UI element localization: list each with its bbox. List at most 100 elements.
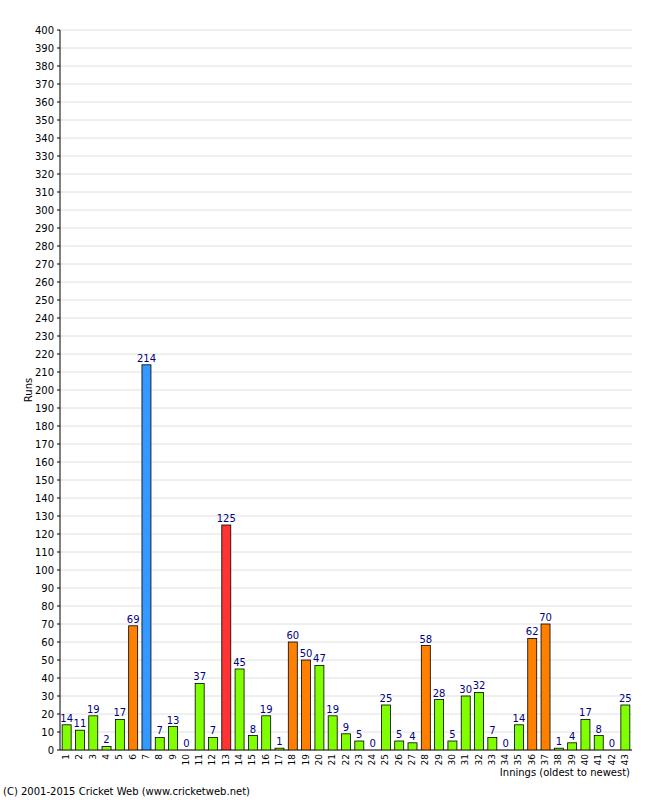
data-label: 7 <box>489 725 495 736</box>
data-label: 4 <box>569 731 575 742</box>
x-tick-label: 41 <box>593 754 603 765</box>
bar <box>408 743 417 750</box>
y-tick-label: 270 <box>35 259 54 270</box>
data-label: 8 <box>250 724 256 735</box>
data-label: 30 <box>459 684 472 695</box>
y-tick-label: 350 <box>35 115 54 126</box>
y-tick-label: 260 <box>35 277 54 288</box>
x-tick-label: 24 <box>367 754 377 766</box>
bar <box>342 734 351 750</box>
data-label: 45 <box>233 657 246 668</box>
data-label: 28 <box>433 688 446 699</box>
x-tick-label: 23 <box>354 754 364 765</box>
x-tick-label: 40 <box>580 754 590 766</box>
y-tick-label: 70 <box>41 619 54 630</box>
y-tick-label: 20 <box>41 709 54 720</box>
data-label: 0 <box>502 738 508 749</box>
y-tick-label: 50 <box>41 655 54 666</box>
y-tick-label: 230 <box>35 331 54 342</box>
bar <box>315 665 324 750</box>
bar <box>169 727 178 750</box>
data-label: 19 <box>326 704 339 715</box>
y-axis <box>60 30 61 750</box>
x-tick-label: 9 <box>168 754 178 760</box>
x-tick-label: 36 <box>527 754 537 766</box>
data-label: 50 <box>300 648 313 659</box>
y-tick-label: 210 <box>35 367 54 378</box>
bar <box>75 730 84 750</box>
y-tick-label: 380 <box>35 61 54 72</box>
data-label: 0 <box>183 738 189 749</box>
data-label: 25 <box>380 693 393 704</box>
x-axis-label: Innings (oldest to newest) <box>500 767 630 778</box>
data-label: 7 <box>210 725 216 736</box>
bar <box>302 660 311 750</box>
x-tick-label: 5 <box>114 754 124 760</box>
bar <box>608 750 617 751</box>
y-tick-label: 30 <box>41 691 54 702</box>
bar <box>528 638 537 750</box>
x-tick-label: 11 <box>194 754 204 765</box>
x-tick-label: 38 <box>553 754 563 766</box>
bar <box>501 750 510 751</box>
bar <box>129 626 138 750</box>
x-tick-label: 32 <box>474 754 484 765</box>
bar <box>435 700 444 750</box>
y-tick-label: 290 <box>35 223 54 234</box>
data-label: 19 <box>260 704 273 715</box>
grid-line <box>60 318 632 319</box>
y-tick-label: 220 <box>35 349 54 360</box>
grid-line <box>60 102 632 103</box>
x-tick-label: 37 <box>540 754 550 765</box>
data-label: 17 <box>579 707 592 718</box>
y-tick-label: 120 <box>35 529 54 540</box>
data-label: 214 <box>137 353 156 364</box>
y-tick-label: 40 <box>41 673 54 684</box>
y-tick-label: 310 <box>35 187 54 198</box>
bar <box>541 624 550 750</box>
bar <box>395 741 404 750</box>
grid-line <box>60 282 632 283</box>
data-label: 1 <box>276 736 282 747</box>
bar <box>288 642 297 750</box>
y-tick-label: 370 <box>35 79 54 90</box>
y-tick-label: 360 <box>35 97 54 108</box>
x-tick-label: 2 <box>74 754 84 760</box>
data-label: 19 <box>87 704 100 715</box>
grid-line <box>60 228 632 229</box>
x-tick-label: 22 <box>341 754 351 765</box>
x-tick-label: 1 <box>61 754 71 760</box>
y-axis-label: Runs <box>23 378 34 402</box>
data-label: 14 <box>513 713 526 724</box>
bar <box>355 741 364 750</box>
data-label: 5 <box>356 729 362 740</box>
y-tick-label: 330 <box>35 151 54 162</box>
data-label: 69 <box>127 614 140 625</box>
y-tick-label: 240 <box>35 313 54 324</box>
copyright: (C) 2001-2015 Cricket Web (www.cricketwe… <box>3 786 250 797</box>
x-tick-label: 31 <box>460 754 470 765</box>
x-tick-label: 7 <box>141 754 151 760</box>
bar <box>488 737 497 750</box>
bar <box>142 365 151 750</box>
bar <box>594 736 603 750</box>
bar <box>381 705 390 750</box>
data-label: 37 <box>193 671 206 682</box>
x-tick-label: 39 <box>567 754 577 766</box>
y-tick-label: 80 <box>41 601 54 612</box>
bar <box>235 669 244 750</box>
y-tick-label: 0 <box>48 745 54 756</box>
data-label: 5 <box>449 729 455 740</box>
bar <box>115 719 124 750</box>
data-label: 60 <box>286 630 299 641</box>
y-tick-label: 340 <box>35 133 54 144</box>
x-tick-label: 43 <box>620 754 630 765</box>
x-tick-label: 17 <box>274 754 284 765</box>
y-tick-label: 130 <box>35 511 54 522</box>
data-label: 2 <box>103 734 109 745</box>
grid-line <box>60 264 632 265</box>
data-label: 14 <box>60 713 73 724</box>
data-label: 11 <box>74 718 87 729</box>
y-tick-label: 200 <box>35 385 54 396</box>
data-label: 47 <box>313 653 326 664</box>
